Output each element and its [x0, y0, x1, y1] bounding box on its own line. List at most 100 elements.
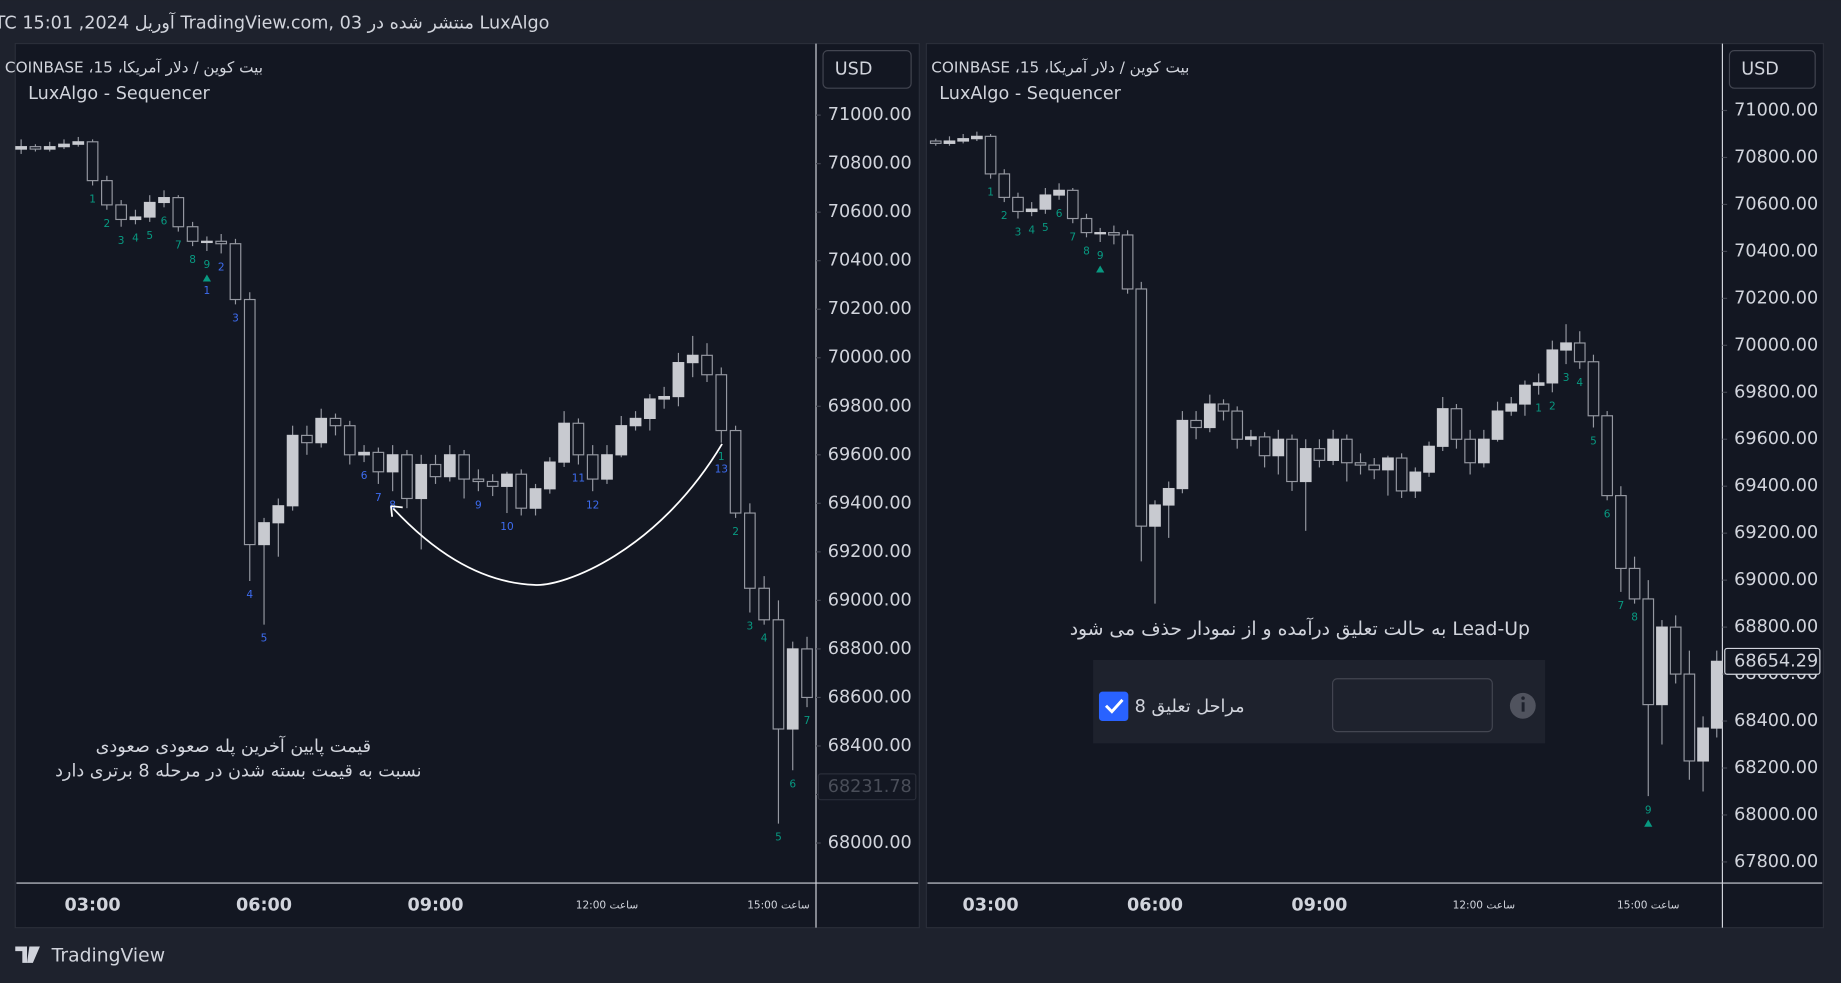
candle-body	[572, 422, 585, 456]
x-tick-label: 12:00 ساعت	[576, 899, 638, 911]
candle-body	[1395, 457, 1408, 492]
candle-body	[1258, 436, 1271, 457]
candle-body	[472, 478, 485, 483]
candle-body	[201, 240, 213, 244]
candle-body	[1491, 410, 1504, 440]
candle-body	[1272, 438, 1285, 457]
candle-body	[272, 505, 285, 524]
candle-body	[1560, 342, 1572, 351]
setup-count: 5	[775, 832, 782, 844]
candle-body	[501, 473, 513, 487]
symbol-label: بیت کوین / دلار آمریکا، 15، COINBASE	[931, 59, 1189, 77]
candle-body	[1683, 673, 1696, 762]
candle-body	[429, 463, 442, 478]
setup-count: 6	[789, 778, 796, 790]
arrow-head	[390, 505, 403, 517]
setting-input[interactable]	[1332, 678, 1493, 733]
y-tick-label: 69600.00	[828, 445, 912, 465]
candle-body	[1066, 189, 1079, 220]
setup-count: 1	[1535, 403, 1542, 415]
candle-body	[1286, 438, 1298, 483]
candle-body	[29, 146, 42, 150]
leadup-count: 5	[261, 633, 268, 645]
candle-body	[415, 463, 428, 500]
candle-body	[1135, 288, 1148, 527]
candle-body	[215, 240, 228, 245]
symbol-label: بیت کوین / دلار آمریکا، 15، COINBASE	[5, 59, 263, 77]
candle-body	[143, 201, 156, 218]
candle-body	[1368, 464, 1381, 471]
setup-count: 7	[1617, 600, 1624, 612]
leadup-count: 8	[389, 499, 396, 511]
candle-body	[1025, 208, 1038, 213]
annotation-line: قیمت پایین آخرین پله صعودی صعودی	[96, 735, 371, 757]
candle-body	[1162, 487, 1175, 506]
candle-body	[401, 454, 413, 500]
candle-body	[686, 354, 699, 364]
candle-body	[15, 146, 28, 150]
candle-body	[1354, 462, 1367, 466]
y-tick-label: 68400.00	[1734, 711, 1818, 731]
last-price-box	[817, 773, 917, 801]
candle-body	[1012, 196, 1024, 213]
last-price-label: 68654.29	[1734, 651, 1818, 671]
setup-count: 9	[1097, 250, 1104, 262]
checkbox[interactable]	[1098, 691, 1129, 722]
leadup-count: 10	[500, 521, 514, 533]
signal-triangle	[202, 274, 211, 282]
setup-count: 5	[146, 230, 153, 242]
setup-count: 2	[732, 526, 739, 538]
candle-body	[1628, 567, 1641, 600]
y-tick-label: 70400.00	[828, 251, 912, 271]
setup-count: 8	[189, 254, 196, 266]
candle-body	[1642, 598, 1655, 706]
right-panel	[925, 42, 1824, 929]
y-tick-label: 70000.00	[1734, 335, 1818, 355]
candle-body	[729, 429, 742, 514]
y-tick-label: 68200.00	[1734, 758, 1818, 778]
leadup-count: 7	[375, 492, 382, 504]
y-tick-label: 67800.00	[1734, 852, 1818, 872]
candle-body	[1450, 408, 1463, 440]
setting-box	[1093, 659, 1546, 744]
leadup-count: 12	[586, 499, 599, 511]
setup-count: 1	[987, 187, 994, 199]
y-tick-label: 68400.00	[828, 736, 912, 756]
candle-body	[998, 173, 1011, 198]
last-price-label: 68231.78	[828, 777, 912, 797]
candle-body	[615, 425, 628, 456]
candle-body	[129, 216, 142, 221]
annotation-arrow	[390, 443, 723, 586]
candle-body	[329, 417, 342, 427]
y-tick-label: 69000.00	[828, 590, 912, 610]
candle-body	[1546, 349, 1559, 384]
candle-body	[701, 354, 713, 376]
candle-body	[1710, 660, 1723, 729]
candle-body	[658, 395, 671, 400]
candle-body	[715, 374, 728, 432]
setup-count: 6	[161, 215, 168, 227]
candle-body	[543, 461, 556, 490]
candle-body	[1601, 415, 1614, 497]
x-tick-label: 09:00	[1291, 895, 1347, 915]
candle-body	[1573, 342, 1586, 363]
candle-body	[458, 454, 470, 480]
candle-body	[1190, 419, 1202, 429]
last-price-box	[1724, 647, 1821, 675]
candle-body	[1519, 384, 1531, 405]
candle-body	[1231, 410, 1244, 440]
y-tick-label: 68600.00	[828, 687, 912, 707]
candle-body	[1108, 232, 1120, 236]
left-panel	[14, 42, 920, 929]
candle-body	[1121, 234, 1134, 290]
candle-body	[1477, 438, 1490, 464]
x-tick-label: 06:00	[1127, 895, 1183, 915]
y-tick-label: 68000.00	[828, 833, 912, 853]
setup-count: 4	[1028, 224, 1035, 236]
setup-count: 6	[1604, 508, 1611, 520]
y-tick-label: 69000.00	[1734, 570, 1818, 590]
y-tick-label: 70800.00	[1734, 147, 1818, 167]
setup-count: 9	[1645, 804, 1652, 816]
candle-body	[186, 226, 199, 242]
